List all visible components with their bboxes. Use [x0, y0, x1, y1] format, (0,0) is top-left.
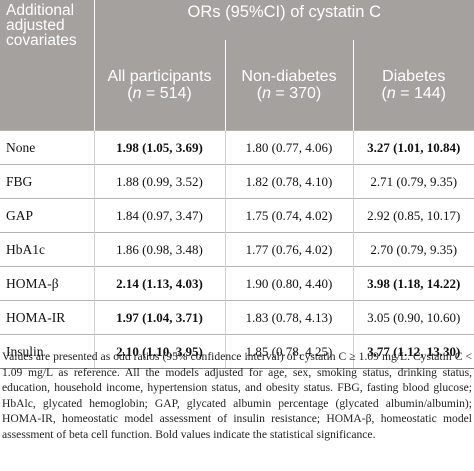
cell-diabetes: 3.05 (0.90, 10.60) — [352, 300, 474, 335]
col-header-diabetes: Diabetes (n = 144) — [352, 40, 474, 131]
table-footnote: Values are presented as odd ratios (95% … — [2, 350, 472, 441]
col-name: All participants — [107, 68, 212, 85]
cell-non-diabetes: 1.77 (0.76, 4.02) — [224, 232, 353, 267]
covariates-header: Additional adjusted covariates — [0, 0, 94, 131]
cell-diabetes: 2.70 (0.79, 9.35) — [352, 232, 474, 267]
cell-non-diabetes: 1.80 (0.77, 4.06) — [224, 130, 353, 165]
cell-diabetes: 3.98 (1.18, 14.22) — [352, 266, 474, 301]
cell-all: 2.10 (1.10, 3.95) — [93, 334, 225, 369]
results-table: Additional adjusted covariates ORs (95%C… — [0, 0, 474, 369]
col-header-non-diabetes: Non-diabetes (n = 370) — [224, 40, 353, 131]
col-name: Diabetes — [382, 68, 446, 85]
table-row: HOMA-IR 1.97 (1.04, 3.71) 1.83 (0.78, 4.… — [0, 300, 474, 335]
col-header-all: All participants (n = 514) — [93, 40, 225, 131]
cell-non-diabetes: 1.83 (0.78, 4.13) — [224, 300, 353, 335]
col-name: Non-diabetes — [241, 68, 337, 85]
table-row: HOMA-β 2.14 (1.13, 4.03) 1.90 (0.80, 4.4… — [0, 266, 474, 301]
table-row: HbA1c 1.86 (0.98, 3.48) 1.77 (0.76, 4.02… — [0, 232, 474, 267]
row-label: Insulin — [0, 334, 94, 369]
cell-all: 1.88 (0.99, 3.52) — [93, 164, 225, 199]
cell-diabetes: 2.92 (0.85, 10.17) — [352, 198, 474, 233]
cell-diabetes: 3.77 (1.12, 13.30) — [352, 334, 474, 369]
col-n: (n = 370) — [256, 85, 322, 102]
table-row: FBG 1.88 (0.99, 3.52) 1.82 (0.78, 4.10) … — [0, 164, 474, 199]
cell-diabetes: 2.71 (0.79, 9.35) — [352, 164, 474, 199]
table-row: GAP 1.84 (0.97, 3.47) 1.75 (0.74, 4.02) … — [0, 198, 474, 233]
header-row-sub: All participants (n = 514) Non-diabetes … — [0, 40, 474, 131]
cell-non-diabetes: 1.85 (0.78, 4.25) — [224, 334, 353, 369]
cell-all: 2.14 (1.13, 4.03) — [93, 266, 225, 301]
row-label: HOMA-IR — [0, 300, 94, 335]
row-label: HbA1c — [0, 232, 94, 267]
table-row: None 1.98 (1.05, 3.69) 1.80 (0.77, 4.06)… — [0, 130, 474, 165]
cell-all: 1.98 (1.05, 3.69) — [93, 130, 225, 165]
cell-diabetes: 3.27 (1.01, 10.84) — [352, 130, 474, 165]
cell-all: 1.86 (0.98, 3.48) — [93, 232, 225, 267]
row-label: HOMA-β — [0, 266, 94, 301]
row-label: GAP — [0, 198, 94, 233]
cell-all: 1.84 (0.97, 3.47) — [93, 198, 225, 233]
cell-all: 1.97 (1.04, 3.71) — [93, 300, 225, 335]
ors-header: ORs (95%CI) of cystatin C — [93, 0, 474, 40]
header-row-top: Additional adjusted covariates ORs (95%C… — [0, 0, 474, 131]
cell-non-diabetes: 1.82 (0.78, 4.10) — [224, 164, 353, 199]
col-n: (n = 514) — [127, 85, 192, 102]
col-n: (n = 144) — [381, 85, 447, 102]
row-label: FBG — [0, 164, 94, 199]
table-row: Insulin 2.10 (1.10, 3.95) 1.85 (0.78, 4.… — [0, 334, 474, 369]
row-label: None — [0, 130, 94, 165]
cell-non-diabetes: 1.75 (0.74, 4.02) — [224, 198, 353, 233]
cell-non-diabetes: 1.90 (0.80, 4.40) — [224, 266, 353, 301]
